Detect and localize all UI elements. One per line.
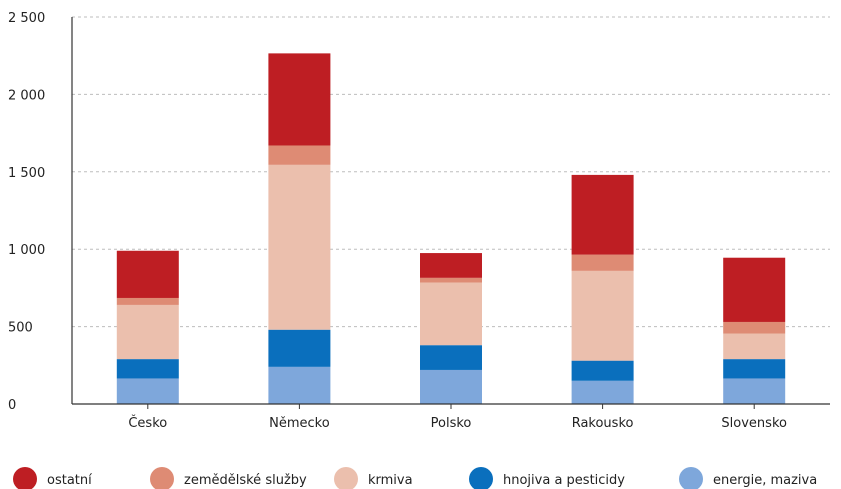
legend-label-krmiva: krmiva: [368, 473, 413, 488]
bar-slovensko-energie-maziva: [723, 378, 786, 404]
y-tick-label: 0: [8, 398, 16, 413]
legend-swatch-ostatni: [13, 467, 37, 489]
bar-slovensko-krmiva: [723, 333, 786, 360]
bar-cesko-krmiva: [116, 304, 179, 360]
y-tick-label: 1 500: [8, 166, 45, 181]
bar-polsko-zemedelske-sluzby: [420, 277, 482, 283]
bar-rakousko-energie-maziva: [571, 380, 634, 404]
y-tick-label: 2 500: [8, 11, 45, 26]
bar-polsko-energie-maziva: [420, 369, 482, 404]
bar-nemecko-ostatni: [268, 53, 331, 146]
bar-polsko-krmiva: [420, 282, 482, 346]
bars: [116, 53, 786, 404]
bar-polsko-ostatni: [420, 253, 482, 278]
legend-swatch-zemedelske-sluzby: [150, 467, 174, 489]
gridlines: [72, 16, 830, 328]
x-axis: Česko Německo Polsko Rakousko Slovensko: [72, 403, 830, 431]
y-axis: 0 500 1 000 1 500 2 000 2 500: [8, 11, 73, 413]
bar-cesko-ostatni: [116, 250, 179, 298]
bar-nemecko-krmiva: [268, 164, 331, 330]
legend-swatch-energie-maziva: [679, 467, 703, 489]
bar-rakousko-zemedelske-sluzby: [571, 254, 634, 271]
bar-rakousko-hnojiva-a-pesticidy: [571, 360, 634, 381]
x-tick-label-slovensko: Slovensko: [721, 416, 787, 431]
bar-rakousko-krmiva: [571, 270, 634, 361]
x-tick-label-polsko: Polsko: [431, 416, 472, 431]
legend-swatch-hnojiva-a-pesticidy: [469, 467, 493, 489]
bar-nemecko-zemedelske-sluzby: [268, 145, 331, 165]
bar-rakousko-ostatni: [571, 174, 634, 255]
x-tick-label-nemecko: Německo: [269, 416, 330, 431]
legend-label-hnojiva-a-pesticidy: hnojiva a pesticidy: [503, 473, 625, 488]
legend: ostatní zemědělské služby krmiva hnojiva a …: [13, 467, 817, 489]
bar-slovensko-zemedelske-sluzby: [723, 321, 786, 334]
legend-swatch-krmiva: [334, 467, 358, 489]
x-tick-label-rakousko: Rakousko: [572, 416, 634, 431]
y-tick-label: 2 000: [8, 88, 45, 103]
bar-polsko-hnojiva-a-pesticidy: [420, 345, 482, 370]
bar-slovensko-ostatni: [723, 257, 786, 322]
y-tick-label: 500: [8, 321, 33, 336]
x-tick-label-cesko: Česko: [128, 415, 167, 431]
bar-slovensko-hnojiva-a-pesticidy: [723, 359, 786, 379]
legend-label-energie-maziva: energie, maziva: [713, 473, 817, 488]
legend-label-ostatni: ostatní: [47, 473, 92, 488]
bar-nemecko-energie-maziva: [268, 366, 331, 404]
y-tick-label: 1 000: [8, 243, 45, 258]
bar-nemecko-hnojiva-a-pesticidy: [268, 329, 331, 367]
bar-cesko-hnojiva-a-pesticidy: [116, 359, 179, 379]
bar-cesko-zemedelske-sluzby: [116, 297, 179, 305]
legend-label-zemedelske-sluzby: zemědělské služby: [184, 473, 307, 488]
bar-cesko-energie-maziva: [116, 378, 179, 404]
